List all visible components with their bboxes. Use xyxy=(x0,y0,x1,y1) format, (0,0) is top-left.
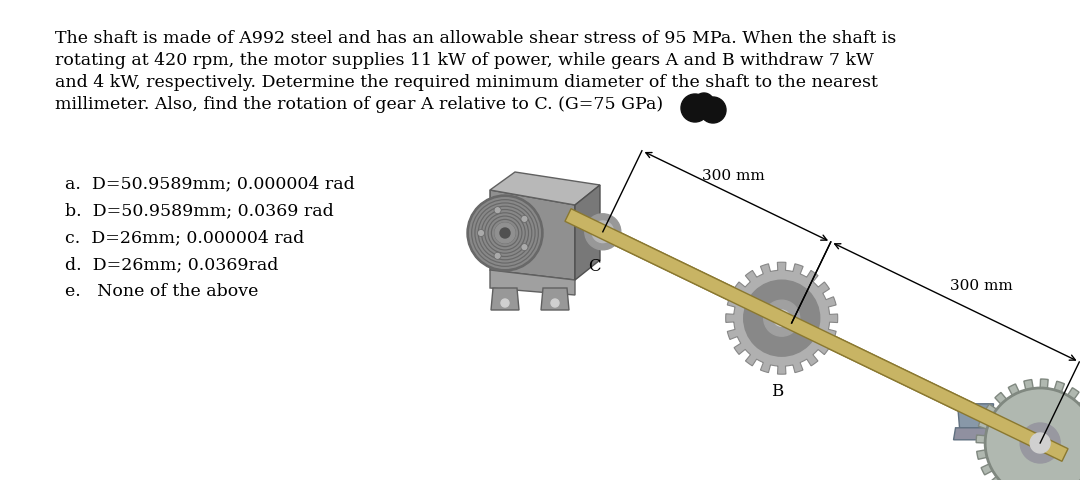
Circle shape xyxy=(592,221,613,242)
Polygon shape xyxy=(726,262,838,374)
Text: 300 mm: 300 mm xyxy=(702,169,765,183)
Polygon shape xyxy=(976,379,1080,480)
Polygon shape xyxy=(958,404,994,428)
Circle shape xyxy=(467,195,543,271)
Text: The shaft is made of A992 steel and has an allowable shear stress of 95 MPa. Whe: The shaft is made of A992 steel and has … xyxy=(55,30,896,47)
Polygon shape xyxy=(565,209,1068,461)
Circle shape xyxy=(494,252,501,259)
Polygon shape xyxy=(490,270,575,295)
Polygon shape xyxy=(490,190,575,280)
Text: rotating at 420 rpm, the motor supplies 11 kW of power, while gears A and B with: rotating at 420 rpm, the motor supplies … xyxy=(55,52,874,69)
Polygon shape xyxy=(761,310,801,336)
Circle shape xyxy=(494,207,501,214)
Circle shape xyxy=(521,216,528,222)
Text: 300 mm: 300 mm xyxy=(950,279,1013,293)
Text: e.   None of the above: e. None of the above xyxy=(65,283,258,300)
Polygon shape xyxy=(954,428,998,440)
Text: B: B xyxy=(771,383,783,400)
Circle shape xyxy=(500,228,510,238)
Circle shape xyxy=(521,244,528,251)
Text: c.  D=26mm; 0.000004 rad: c. D=26mm; 0.000004 rad xyxy=(65,229,305,246)
Circle shape xyxy=(700,97,726,123)
Polygon shape xyxy=(575,185,600,280)
Polygon shape xyxy=(541,288,569,310)
Circle shape xyxy=(1030,433,1050,453)
Text: d.  D=26mm; 0.0369rad: d. D=26mm; 0.0369rad xyxy=(65,256,279,273)
Circle shape xyxy=(681,94,708,122)
Text: b.  D=50.9589mm; 0.0369 rad: b. D=50.9589mm; 0.0369 rad xyxy=(65,202,334,219)
Circle shape xyxy=(764,300,799,336)
Circle shape xyxy=(501,299,509,307)
Circle shape xyxy=(477,229,485,237)
Circle shape xyxy=(495,223,515,243)
Text: C: C xyxy=(589,258,602,275)
Polygon shape xyxy=(566,218,1064,460)
Circle shape xyxy=(694,93,714,113)
Text: and 4 kW, respectively. Determine the required minimum diameter of the shaft to : and 4 kW, respectively. Determine the re… xyxy=(55,74,878,91)
Polygon shape xyxy=(565,209,1068,461)
Circle shape xyxy=(1021,423,1061,463)
Circle shape xyxy=(744,280,820,356)
Polygon shape xyxy=(758,336,806,348)
Polygon shape xyxy=(490,172,600,205)
Circle shape xyxy=(993,395,1080,480)
Circle shape xyxy=(773,310,789,326)
Text: a.  D=50.9589mm; 0.000004 rad: a. D=50.9589mm; 0.000004 rad xyxy=(65,175,354,192)
Circle shape xyxy=(584,214,621,250)
Circle shape xyxy=(551,299,559,307)
Text: millimeter. Also, find the rotation of gear A relative to C. (G=75 GPa): millimeter. Also, find the rotation of g… xyxy=(55,96,663,113)
Polygon shape xyxy=(491,288,519,310)
